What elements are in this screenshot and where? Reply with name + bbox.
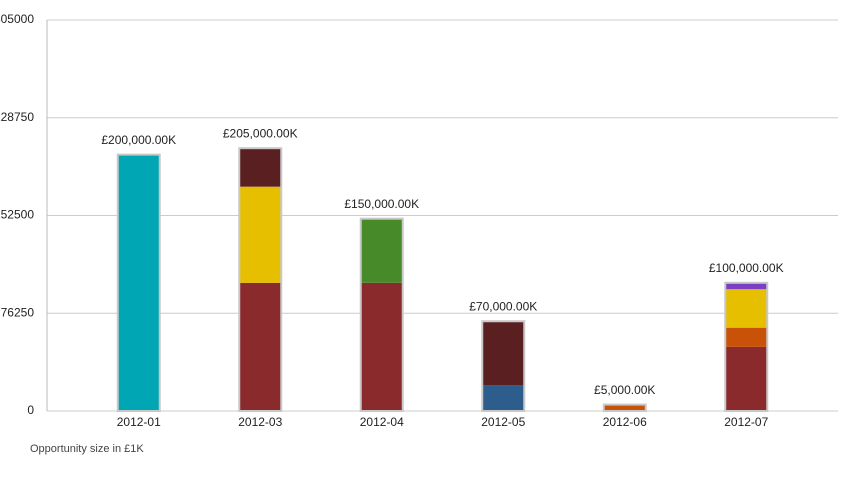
total-label: £100,000.00K [709, 261, 784, 275]
bar-segment [239, 186, 282, 283]
axis-note: Opportunity size in £1K [30, 443, 144, 455]
total-label: £200,000.00K [101, 133, 176, 147]
bar-outline [359, 217, 404, 412]
bar-segment [482, 385, 525, 411]
y-tick-label: 76250 [1, 305, 35, 319]
total-label: £150,000.00K [344, 197, 419, 211]
bar-segment [725, 289, 768, 328]
x-tick-label: 2012-04 [360, 415, 404, 429]
total-label: £70,000.00K [469, 299, 537, 313]
y-tick-label: 0 [27, 403, 34, 417]
bar-segment [239, 148, 282, 187]
y-tick-label: 152500 [0, 208, 34, 222]
bar-outline [116, 153, 161, 412]
bar-segment [482, 321, 525, 386]
bar-segment [725, 327, 768, 347]
x-tick-label: 2012-06 [603, 415, 647, 429]
total-label: £5,000.00K [594, 383, 655, 397]
bar-segment [725, 282, 768, 290]
x-tick-label: 2012-01 [117, 415, 161, 429]
bar-segment [360, 282, 403, 411]
bar-segment [239, 282, 282, 411]
bar-outline [238, 147, 283, 412]
x-tick-label: 2012-03 [238, 415, 282, 429]
bar-outline [481, 320, 526, 412]
x-tick-label: 2012-07 [724, 415, 768, 429]
y-tick-label: 305000 [0, 12, 34, 26]
y-tick-label: 228750 [0, 110, 34, 124]
bar-outline [724, 281, 769, 412]
total-label: £205,000.00K [223, 126, 298, 140]
bar-segment [360, 218, 403, 283]
bar-outline [602, 403, 647, 412]
bar-segment [603, 404, 646, 411]
x-tick-label: 2012-05 [481, 415, 525, 429]
bar-segment [725, 346, 768, 411]
bar-segment [117, 154, 160, 411]
